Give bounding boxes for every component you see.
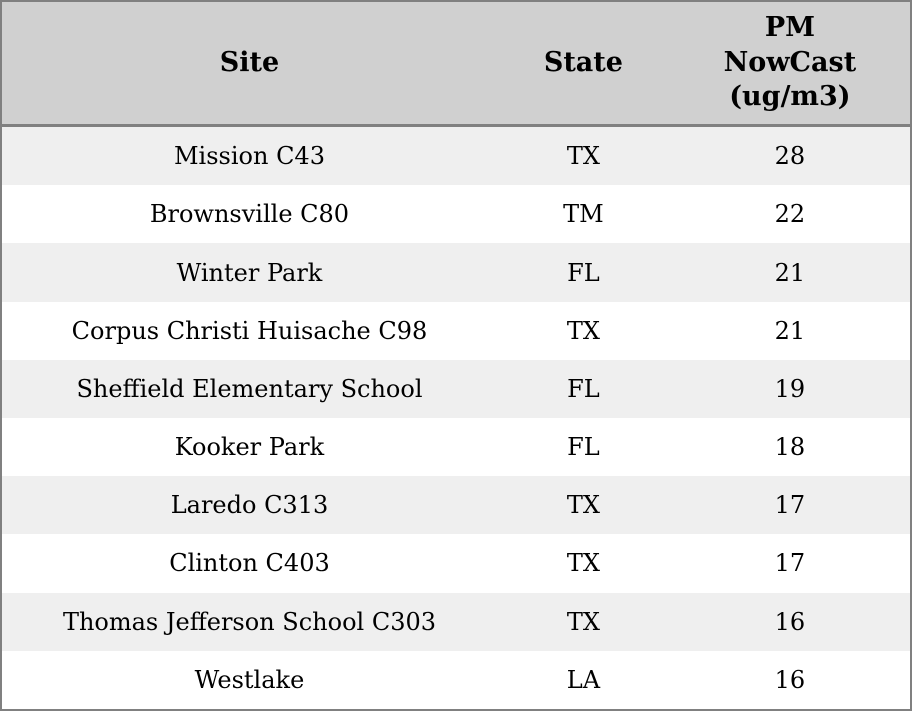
state-cell: TX: [566, 491, 600, 520]
column-header-site: Site: [1, 1, 497, 127]
pm-value-cell: 17: [774, 549, 806, 578]
pm-value-cell: 16: [774, 607, 806, 636]
site-cell: Westlake: [194, 665, 305, 694]
state-cell: TM: [563, 200, 604, 229]
table-row: Sheffield Elementary School FL 19: [1, 359, 911, 418]
pm-value-cell: 17: [774, 491, 806, 520]
site-cell: Corpus Christi Huisache C98: [71, 316, 428, 345]
site-cell: Sheffield Elementary School: [76, 374, 423, 403]
pm-value-cell: 16: [774, 665, 806, 694]
state-cell: TX: [566, 316, 600, 345]
state-cell: FL: [567, 258, 600, 287]
state-cell: TX: [566, 142, 600, 171]
table-row: Laredo C313 TX 17: [1, 476, 911, 535]
table-row: Thomas Jefferson School C303 TX 16: [1, 592, 911, 651]
table-row: Winter Park FL 21: [1, 243, 911, 302]
table-row: Corpus Christi Huisache C98 TX 21: [1, 301, 911, 360]
state-cell: FL: [567, 374, 600, 403]
header-row: Site State PM NowCast (ug/m3): [1, 1, 911, 127]
site-cell: Brownsville C80: [149, 200, 350, 229]
pm-value-cell: 18: [774, 433, 806, 462]
site-cell: Mission C43: [173, 142, 325, 171]
state-cell: TX: [566, 607, 600, 636]
state-cell: LA: [566, 665, 601, 694]
table-row: Brownsville C80 TM 22: [1, 185, 911, 244]
pm-value-cell: 28: [774, 142, 806, 171]
site-cell: Clinton C403: [169, 549, 330, 578]
table-row: Westlake LA 16: [1, 650, 911, 710]
pm-value-cell: 21: [774, 258, 806, 287]
site-cell: Winter Park: [176, 258, 323, 287]
table-row: Kooker Park FL 18: [1, 417, 911, 477]
state-cell: FL: [567, 433, 600, 462]
column-header-state: State: [496, 1, 670, 127]
pm-value-cell: 21: [774, 316, 806, 345]
site-cell: Kooker Park: [174, 433, 325, 462]
pm-value-cell: 22: [774, 200, 806, 229]
pm-value-cell: 19: [774, 374, 806, 403]
column-header-pm-nowcast: PM NowCast (ug/m3): [669, 1, 911, 127]
state-cell: TX: [566, 549, 600, 578]
site-cell: Laredo C313: [170, 491, 329, 520]
table-row: Clinton C403 TX 17: [1, 534, 911, 593]
site-cell: Thomas Jefferson School C303: [62, 607, 436, 636]
table-row: Mission C43 TX 28: [1, 125, 911, 186]
